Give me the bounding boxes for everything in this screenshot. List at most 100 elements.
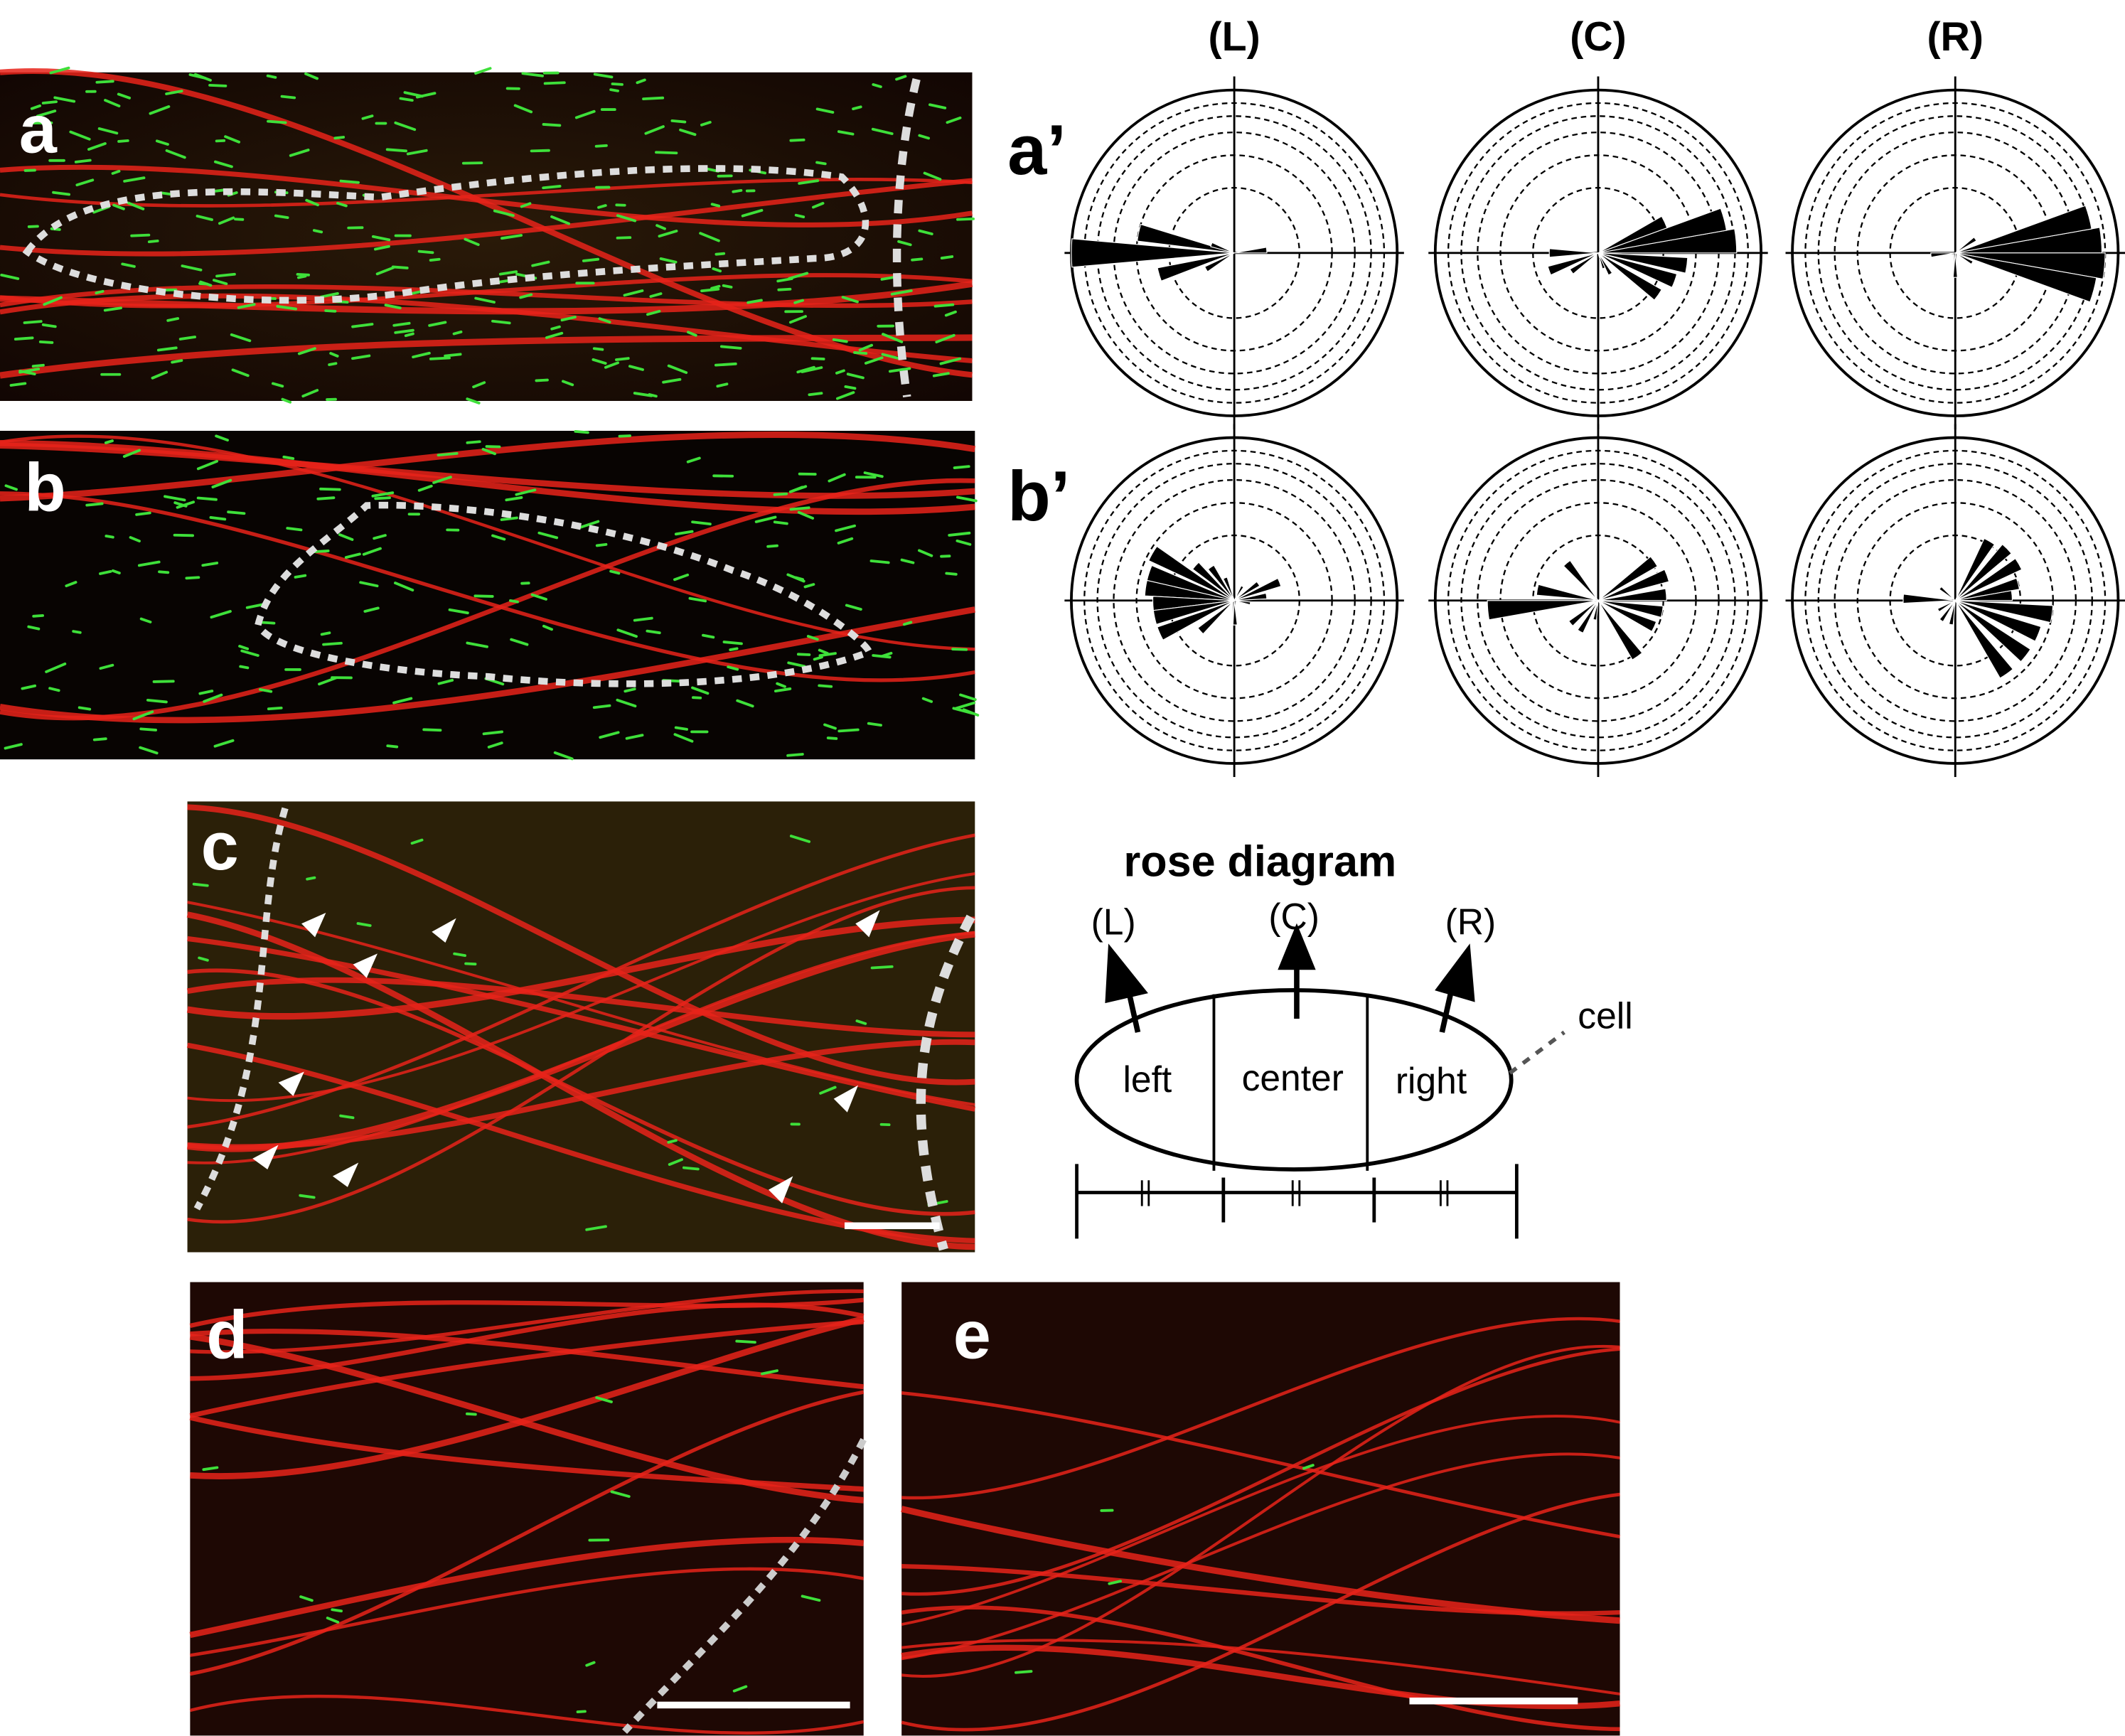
rose-wedge xyxy=(1144,579,1235,601)
panel-label-b: b xyxy=(24,451,65,526)
micrograph-texture xyxy=(901,1317,1620,1732)
panel-label-a: a xyxy=(19,92,58,167)
rose-wedge xyxy=(1597,569,1670,601)
rose-wedge xyxy=(1233,592,1268,601)
rose-wedge xyxy=(1597,215,1668,254)
panel-label-c: c xyxy=(201,809,239,884)
micrograph-texture xyxy=(0,429,980,761)
rose-wedge xyxy=(1597,252,1678,289)
rose-wedge xyxy=(1233,581,1260,601)
rose-wedge xyxy=(1955,577,2020,601)
rose-wedge xyxy=(1568,600,1599,627)
rose-wedge xyxy=(1192,562,1235,601)
rose-wedge xyxy=(1955,252,2097,303)
rose-wedge xyxy=(1204,252,1235,272)
rose-wedge xyxy=(1954,600,2031,663)
rose-diagram xyxy=(1785,76,2125,430)
rose-wedge xyxy=(1597,600,1657,633)
rose-wedge xyxy=(1952,252,1958,278)
rose-wedge xyxy=(1597,252,1606,269)
region-center: center xyxy=(1242,1057,1344,1098)
panel-label-d: d xyxy=(206,1297,247,1373)
rose-wedge xyxy=(1597,208,1728,254)
rose-wedge xyxy=(1197,600,1235,635)
segment-ruler xyxy=(1075,1164,1519,1239)
rose-wedge xyxy=(1597,252,1688,274)
rose-wedge xyxy=(1548,248,1599,258)
rose-wedge xyxy=(1136,223,1235,254)
region-left: left xyxy=(1123,1059,1172,1100)
rose-wedge xyxy=(1233,600,1251,606)
cell-label: cell xyxy=(1578,995,1632,1036)
rose-wedge xyxy=(1954,543,2013,601)
rose-wedge xyxy=(1954,537,1996,601)
rose-wedge xyxy=(1597,600,1664,618)
rose-diagram-schematic: rose diagram (L) (C) (R) left center rig… xyxy=(1074,837,1633,1239)
rose-wedge xyxy=(1487,600,1599,621)
micrograph-c: c xyxy=(186,801,975,1253)
rose-wedge xyxy=(1937,600,1956,613)
scale-bar xyxy=(844,1222,940,1230)
rose-wedge xyxy=(1939,600,1956,623)
rose-diagram xyxy=(1064,76,1404,430)
arrow-label-r: (R) xyxy=(1445,901,1497,943)
rose-wedge xyxy=(1955,205,2092,254)
rose-wedge xyxy=(1954,252,1974,265)
micrograph-b: b xyxy=(0,429,980,761)
panel-label-e: e xyxy=(953,1297,991,1373)
region-right: right xyxy=(1396,1060,1467,1101)
rose-diagram xyxy=(1428,424,1768,778)
rose-wedge xyxy=(1930,252,1956,258)
rose-wedge xyxy=(1597,252,1613,276)
rose-wedge xyxy=(1955,590,2013,601)
rose-wedge xyxy=(1147,545,1235,601)
rose-wedge xyxy=(1954,557,2023,601)
rose-wedge xyxy=(1071,238,1235,268)
micrograph-d: d xyxy=(189,1282,867,1736)
direction-arrows xyxy=(1105,923,1475,1033)
rose-wedge xyxy=(1233,585,1245,601)
rose-wedge xyxy=(1232,600,1238,626)
rose-wedge xyxy=(1222,577,1235,601)
schematic-title: rose diagram xyxy=(1123,837,1396,885)
rose-wedge xyxy=(1597,252,1663,301)
rose-wedge xyxy=(1955,600,2054,623)
rose-diagram xyxy=(1428,76,1768,430)
rose-wedge xyxy=(1234,247,1268,254)
rose-wedge xyxy=(1157,252,1235,282)
rose-diagram xyxy=(1064,424,1404,778)
rose-wedge xyxy=(1207,564,1235,601)
panel-label-a-prime: a’ xyxy=(1007,111,1066,190)
rose-wedge xyxy=(1597,588,1667,601)
rose-wedge xyxy=(1563,559,1599,601)
rose-wedge xyxy=(1597,600,1643,660)
rose-wedge xyxy=(1569,252,1599,275)
panel-label-b-prime: b’ xyxy=(1007,457,1070,536)
column-label-c: (C) xyxy=(1570,14,1627,60)
arrow-label-l: (L) xyxy=(1091,901,1136,943)
rose-wedge xyxy=(1593,600,1599,621)
scale-bar xyxy=(657,1701,850,1709)
rose-wedge xyxy=(1955,600,2042,642)
micrograph-texture xyxy=(189,1289,865,1735)
rose-wedge xyxy=(1577,600,1599,634)
micrograph-texture xyxy=(0,66,975,404)
rose-wedge xyxy=(1210,242,1235,254)
rose-wedge xyxy=(1948,600,1956,626)
micrograph-e: e xyxy=(901,1282,1620,1736)
arrowhead-markers xyxy=(252,910,880,1204)
rose-wedge xyxy=(1536,584,1599,601)
micrograph-a: a xyxy=(0,66,975,404)
rose-diagram xyxy=(1785,424,2125,778)
rose-wedge xyxy=(1954,236,1977,254)
rose-wedge xyxy=(1152,600,1235,625)
rose-wedge xyxy=(1597,556,1659,601)
rose-wedge xyxy=(1954,600,2014,679)
rose-wedge xyxy=(1547,252,1599,276)
column-label-r: (R) xyxy=(1927,14,1984,60)
scale-bar xyxy=(1409,1697,1578,1705)
column-label-l: (L) xyxy=(1209,14,1260,60)
rose-wedge xyxy=(1233,577,1282,601)
rose-wedge xyxy=(1938,586,1956,601)
